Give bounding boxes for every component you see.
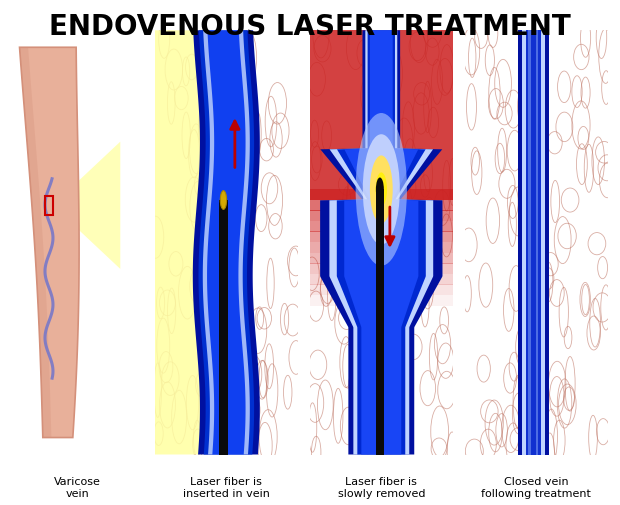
Bar xyxy=(518,30,549,455)
Text: Closed vein
following treatment: Closed vein following treatment xyxy=(481,477,591,499)
Circle shape xyxy=(220,191,226,209)
Polygon shape xyxy=(20,47,79,437)
Bar xyxy=(310,30,453,200)
Bar xyxy=(310,252,453,264)
Bar xyxy=(310,221,453,232)
Bar xyxy=(310,274,453,285)
Text: ENDOVENOUS LASER TREATMENT: ENDOVENOUS LASER TREATMENT xyxy=(49,13,571,40)
Bar xyxy=(536,30,538,455)
Bar xyxy=(310,295,453,306)
Bar xyxy=(310,199,453,211)
Polygon shape xyxy=(20,47,51,437)
Text: Laser fiber is
slowly removed: Laser fiber is slowly removed xyxy=(337,477,425,499)
Circle shape xyxy=(219,446,228,472)
Polygon shape xyxy=(53,142,120,269)
Circle shape xyxy=(376,172,387,207)
Bar xyxy=(522,30,545,455)
Circle shape xyxy=(376,177,384,201)
Polygon shape xyxy=(198,30,254,455)
Bar xyxy=(310,242,453,253)
Polygon shape xyxy=(344,30,418,455)
Bar xyxy=(526,30,541,455)
Circle shape xyxy=(363,134,400,244)
Bar xyxy=(310,284,453,295)
Bar xyxy=(219,200,228,463)
Bar xyxy=(528,30,531,455)
Bar xyxy=(310,210,453,221)
Circle shape xyxy=(376,447,384,471)
Polygon shape xyxy=(203,30,250,455)
Circle shape xyxy=(356,113,407,266)
Polygon shape xyxy=(329,30,433,455)
Text: Laser fiber is
inserted in vein: Laser fiber is inserted in vein xyxy=(183,477,270,499)
Polygon shape xyxy=(193,30,260,455)
Bar xyxy=(376,189,384,463)
Bar xyxy=(45,196,53,215)
Polygon shape xyxy=(320,30,443,455)
Bar xyxy=(310,231,453,242)
Bar xyxy=(310,306,453,317)
Polygon shape xyxy=(207,30,246,455)
Bar xyxy=(310,263,453,274)
Polygon shape xyxy=(155,30,215,455)
Bar xyxy=(310,189,453,200)
Text: Varicose
vein: Varicose vein xyxy=(54,477,101,499)
Polygon shape xyxy=(337,30,426,455)
Circle shape xyxy=(370,156,392,223)
